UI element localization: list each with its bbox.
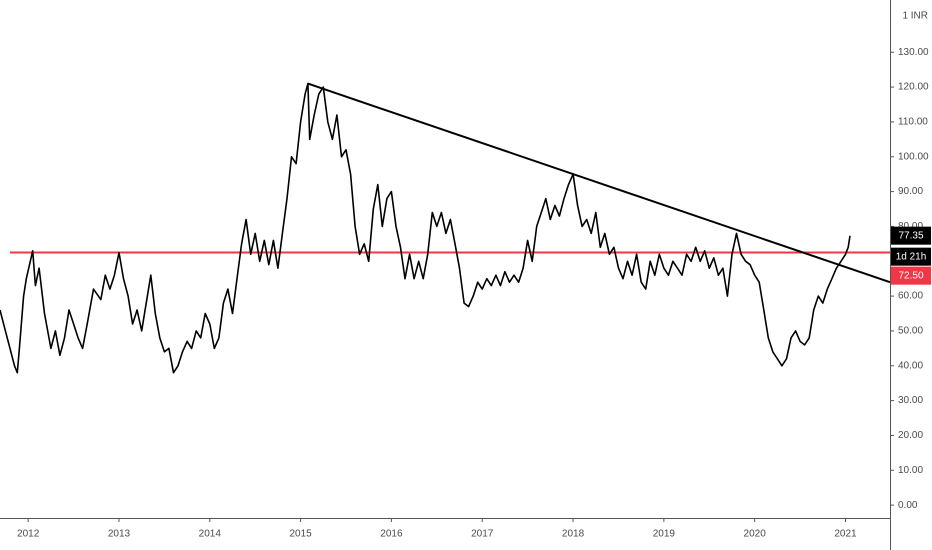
last-price-label: 77.35 [898,230,923,241]
x-tick-label: 2013 [108,529,131,540]
y-tick-label: 130.00 [898,47,929,58]
y-tick-label: 90.00 [898,186,923,197]
y-tick-label: 110.00 [898,117,928,128]
x-tick-label: 2018 [562,529,585,540]
y-tick-label: 30.00 [898,395,923,406]
price-line [0,82,851,374]
countdown-box [891,247,931,266]
y-tick-label: 120.00 [898,82,929,93]
x-tick-label: 2017 [471,529,494,540]
trendline [307,82,891,284]
y-tick-label: 100.00 [898,151,929,162]
x-tick-label: 2016 [380,529,403,540]
x-tick-label: 2021 [834,529,857,540]
countdown-label: 1d 21h [896,251,927,262]
level-price-box [891,266,931,285]
y-tick-label: 50.00 [898,326,923,337]
y-tick-label: 40.00 [898,360,923,371]
y-tick-label: 20.00 [898,430,923,441]
level-price-label: 72.50 [898,270,923,281]
currency-label: 1 INR [902,11,928,22]
y-tick-label: 10.00 [898,465,923,476]
x-tick-label: 2019 [653,529,676,540]
y-tick-label: 60.00 [898,291,923,302]
x-tick-label: 2012 [17,529,40,540]
x-tick-label: 2014 [199,529,222,540]
y-tick-label: 80.00 [898,221,923,232]
x-tick-label: 2015 [289,529,312,540]
last-price-box [891,226,931,245]
y-tick-label: 0.00 [898,500,918,511]
x-tick-label: 2020 [744,529,767,540]
